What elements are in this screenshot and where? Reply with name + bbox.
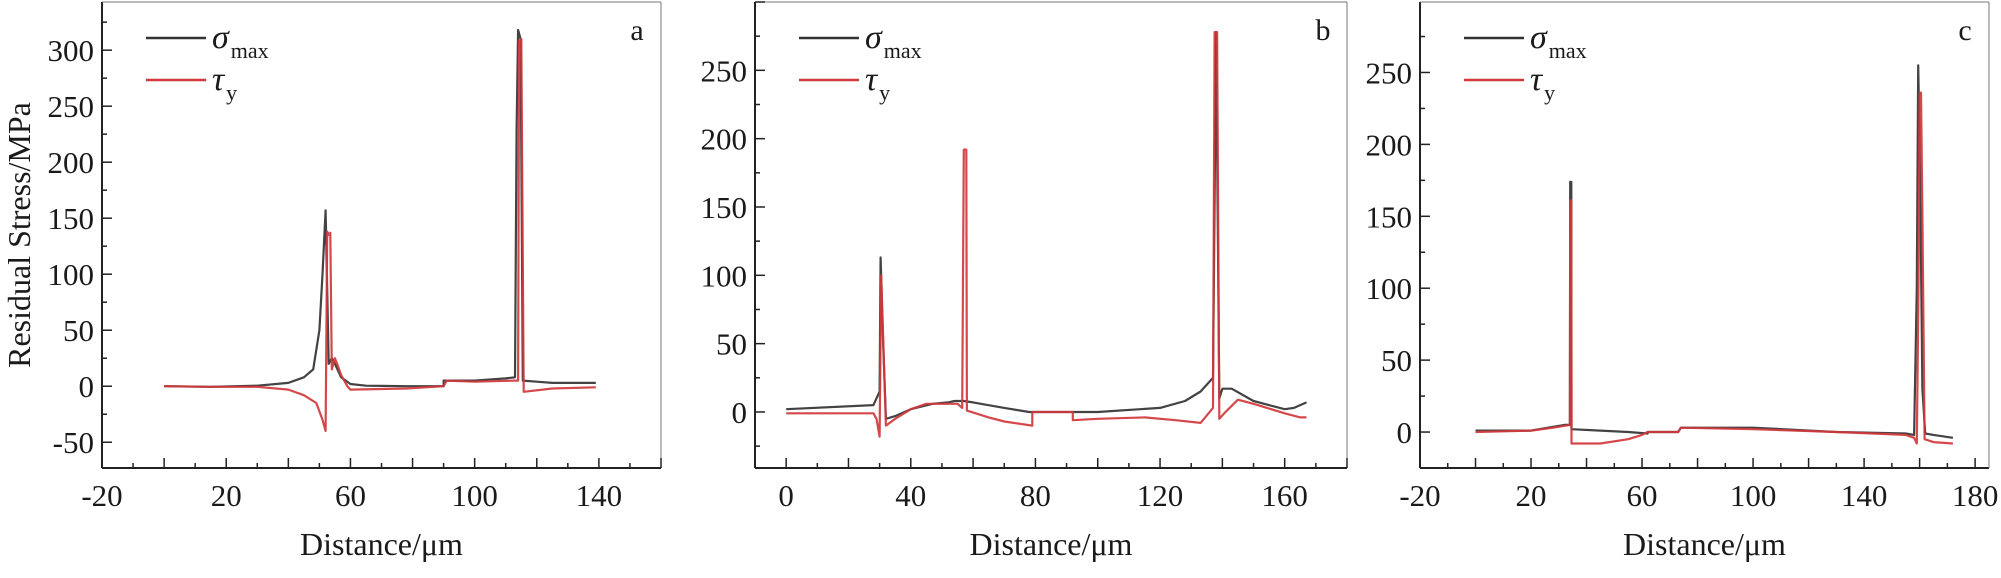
legend-label: τy	[1530, 61, 1555, 105]
y-tick-label: 150	[701, 190, 748, 225]
y-axis-title: Residual Stress/MPa	[1, 102, 37, 368]
y-tick-label: 0	[732, 395, 748, 430]
x-tick-label: 60	[335, 478, 366, 513]
y-tick-label: 0	[1397, 415, 1413, 450]
y-tick-label: 100	[1366, 271, 1413, 306]
x-tick-label: 80	[1020, 478, 1051, 513]
y-tick-label: 50	[63, 313, 94, 348]
series-line-tau-y	[786, 31, 1307, 438]
legend-symbol: τ	[865, 61, 879, 98]
legend-subscript: y	[1544, 80, 1555, 105]
series-line-sigma-max	[164, 28, 596, 388]
x-tick-label: 60	[1627, 478, 1658, 513]
x-tick-label: 100	[1730, 478, 1777, 513]
x-tick-label: 40	[895, 478, 926, 513]
legend-subscript: max	[884, 38, 922, 63]
legend-subscript: y	[879, 80, 890, 105]
x-tick-label: 120	[1137, 478, 1184, 513]
panel-label: a	[630, 14, 643, 47]
legend-symbol: τ	[1530, 61, 1544, 98]
y-tick-label: 250	[48, 89, 95, 124]
y-tick-label: 200	[1366, 127, 1413, 162]
y-tick-label: 300	[48, 33, 95, 68]
legend-subscript: max	[1549, 38, 1587, 63]
x-axis-title: Distance/μm	[1623, 526, 1786, 562]
panel-c: -20 20 60 100 140 180 0 50 100 150 200 250 Distance/…	[1366, 1, 1999, 562]
y-tick-label: 200	[48, 145, 95, 180]
x-tick-label: -20	[1399, 478, 1440, 513]
legend-symbol: τ	[212, 61, 226, 98]
y-tick-label: 250	[1366, 55, 1413, 90]
x-axis-title: Distance/μm	[300, 526, 463, 562]
panel-a: -20 20 60 100 140 -50 0 50 100 150 200 250 300 Distan…	[1, 1, 662, 562]
legend-label: τy	[865, 61, 890, 105]
legend-subscript: max	[231, 38, 269, 63]
x-tick-label: -20	[81, 478, 122, 513]
y-tick-label: 250	[701, 53, 748, 88]
y-tick-label: 150	[48, 201, 95, 236]
y-tick-label: 100	[48, 257, 95, 292]
legend-label: τy	[212, 61, 237, 105]
legend-symbol: σ	[1530, 19, 1548, 56]
series-line-tau-y	[1475, 91, 1953, 445]
y-tick-label: -50	[53, 425, 94, 460]
legend-subscript: y	[226, 80, 237, 105]
panel-b: 0 40 80 120 160 0 50 100 150 200 250 Distance/μm b σm…	[701, 1, 1348, 562]
x-tick-label: 100	[451, 478, 498, 513]
series-line-sigma-max	[1475, 64, 1954, 439]
legend-label: σmax	[865, 19, 922, 63]
y-tick-label: 150	[1366, 199, 1413, 234]
x-tick-label: 20	[211, 478, 242, 513]
x-tick-label: 140	[1841, 478, 1888, 513]
y-tick-label: 50	[1381, 343, 1412, 378]
x-tick-label: 180	[1952, 478, 1999, 513]
y-tick-label: 0	[79, 369, 95, 404]
series-line-tau-y	[164, 37, 596, 433]
legend-label: σmax	[1530, 19, 1587, 63]
legend-symbol: σ	[865, 19, 883, 56]
x-tick-label: 0	[778, 478, 794, 513]
x-axis-title: Distance/μm	[970, 526, 1133, 562]
y-tick-label: 200	[701, 122, 748, 157]
x-tick-label: 160	[1261, 478, 1308, 513]
y-tick-label: 100	[701, 258, 748, 293]
panel-label: b	[1316, 14, 1331, 47]
legend-symbol: σ	[212, 19, 230, 56]
y-tick-label: 50	[716, 327, 747, 362]
legend-label: σmax	[212, 19, 269, 63]
x-tick-label: 20	[1516, 478, 1547, 513]
panel-label: c	[1958, 14, 1971, 47]
x-tick-label: 140	[576, 478, 623, 513]
